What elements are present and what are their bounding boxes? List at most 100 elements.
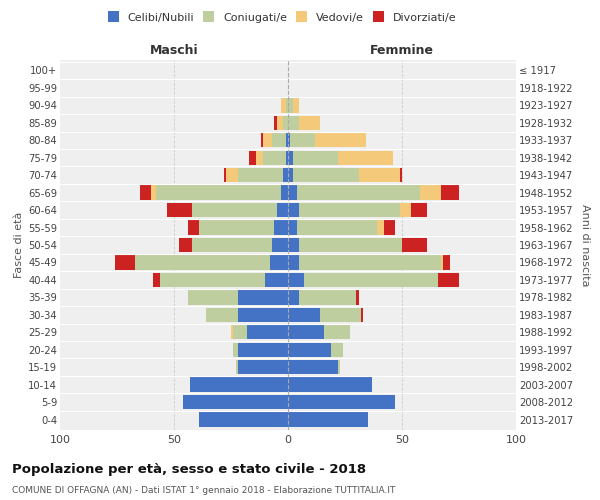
Bar	[192, 238, 288, 252]
Bar	[288, 395, 395, 409]
Bar	[288, 186, 441, 200]
Bar	[190, 378, 288, 392]
Bar	[140, 186, 288, 200]
Bar	[236, 360, 288, 374]
Bar	[286, 98, 288, 112]
Bar	[288, 290, 356, 304]
Bar	[288, 308, 363, 322]
Bar	[288, 150, 338, 165]
Bar	[272, 133, 288, 148]
Bar	[281, 98, 288, 112]
Bar	[192, 238, 288, 252]
Bar	[288, 256, 299, 270]
Bar	[154, 273, 288, 287]
Bar	[288, 342, 343, 357]
Bar	[238, 308, 288, 322]
Bar	[288, 273, 439, 287]
Bar	[238, 290, 288, 304]
Legend: Celibi/Nubili, Coniugati/e, Vedovi/e, Divorziati/e: Celibi/Nubili, Coniugati/e, Vedovi/e, Di…	[103, 8, 461, 28]
Bar	[288, 395, 395, 409]
Bar	[160, 273, 288, 287]
Bar	[265, 273, 288, 287]
Bar	[286, 133, 288, 148]
Bar	[274, 220, 288, 234]
Bar	[288, 325, 350, 340]
Bar	[199, 412, 288, 426]
Bar	[151, 186, 288, 200]
Bar	[288, 325, 325, 340]
Bar	[231, 325, 288, 340]
Bar	[256, 150, 288, 165]
Bar	[281, 186, 288, 200]
Bar	[283, 116, 288, 130]
Bar	[288, 308, 361, 322]
Bar	[288, 308, 320, 322]
Bar	[277, 203, 288, 217]
Bar	[199, 412, 288, 426]
Bar	[288, 273, 459, 287]
Text: Maschi: Maschi	[149, 44, 199, 57]
Bar	[263, 150, 288, 165]
Bar	[288, 133, 365, 148]
Bar	[288, 168, 293, 182]
Bar	[188, 220, 288, 234]
Bar	[238, 360, 288, 374]
Bar	[183, 395, 288, 409]
Bar	[206, 308, 288, 322]
Bar	[288, 168, 400, 182]
Bar	[288, 342, 343, 357]
Bar	[226, 168, 288, 182]
Bar	[288, 168, 402, 182]
Bar	[288, 290, 299, 304]
Bar	[288, 412, 368, 426]
Bar	[192, 203, 288, 217]
Bar	[288, 360, 340, 374]
Bar	[260, 133, 288, 148]
Bar	[272, 238, 288, 252]
Bar	[288, 412, 368, 426]
Bar	[288, 133, 290, 148]
Bar	[288, 412, 368, 426]
Bar	[288, 186, 459, 200]
Bar	[183, 395, 288, 409]
Bar	[206, 308, 288, 322]
Bar	[288, 325, 350, 340]
Bar	[115, 256, 288, 270]
Bar	[188, 290, 288, 304]
Bar	[288, 203, 411, 217]
Bar	[288, 325, 350, 340]
Bar	[238, 342, 288, 357]
Bar	[288, 133, 316, 148]
Bar	[288, 116, 320, 130]
Bar	[288, 395, 395, 409]
Text: COMUNE DI OFFAGNA (AN) - Dati ISTAT 1° gennaio 2018 - Elaborazione TUTTITALIA.IT: COMUNE DI OFFAGNA (AN) - Dati ISTAT 1° g…	[12, 486, 395, 495]
Bar	[190, 378, 288, 392]
Bar	[199, 220, 288, 234]
Bar	[288, 378, 373, 392]
Bar	[288, 256, 441, 270]
Bar	[156, 186, 288, 200]
Bar	[288, 378, 373, 392]
Bar	[288, 220, 395, 234]
Bar	[183, 395, 288, 409]
Bar	[288, 116, 320, 130]
Bar	[160, 273, 288, 287]
Bar	[288, 273, 304, 287]
Bar	[288, 308, 361, 322]
Bar	[288, 378, 373, 392]
Bar	[247, 325, 288, 340]
Bar	[288, 256, 443, 270]
Bar	[288, 150, 393, 165]
Bar	[288, 256, 450, 270]
Bar	[288, 360, 338, 374]
Bar	[286, 150, 288, 165]
Bar	[288, 168, 359, 182]
Bar	[288, 98, 293, 112]
Bar	[233, 342, 288, 357]
Bar	[288, 290, 359, 304]
Bar	[283, 168, 288, 182]
Bar	[288, 238, 299, 252]
Bar	[288, 220, 377, 234]
Bar	[188, 290, 288, 304]
Bar	[288, 116, 299, 130]
